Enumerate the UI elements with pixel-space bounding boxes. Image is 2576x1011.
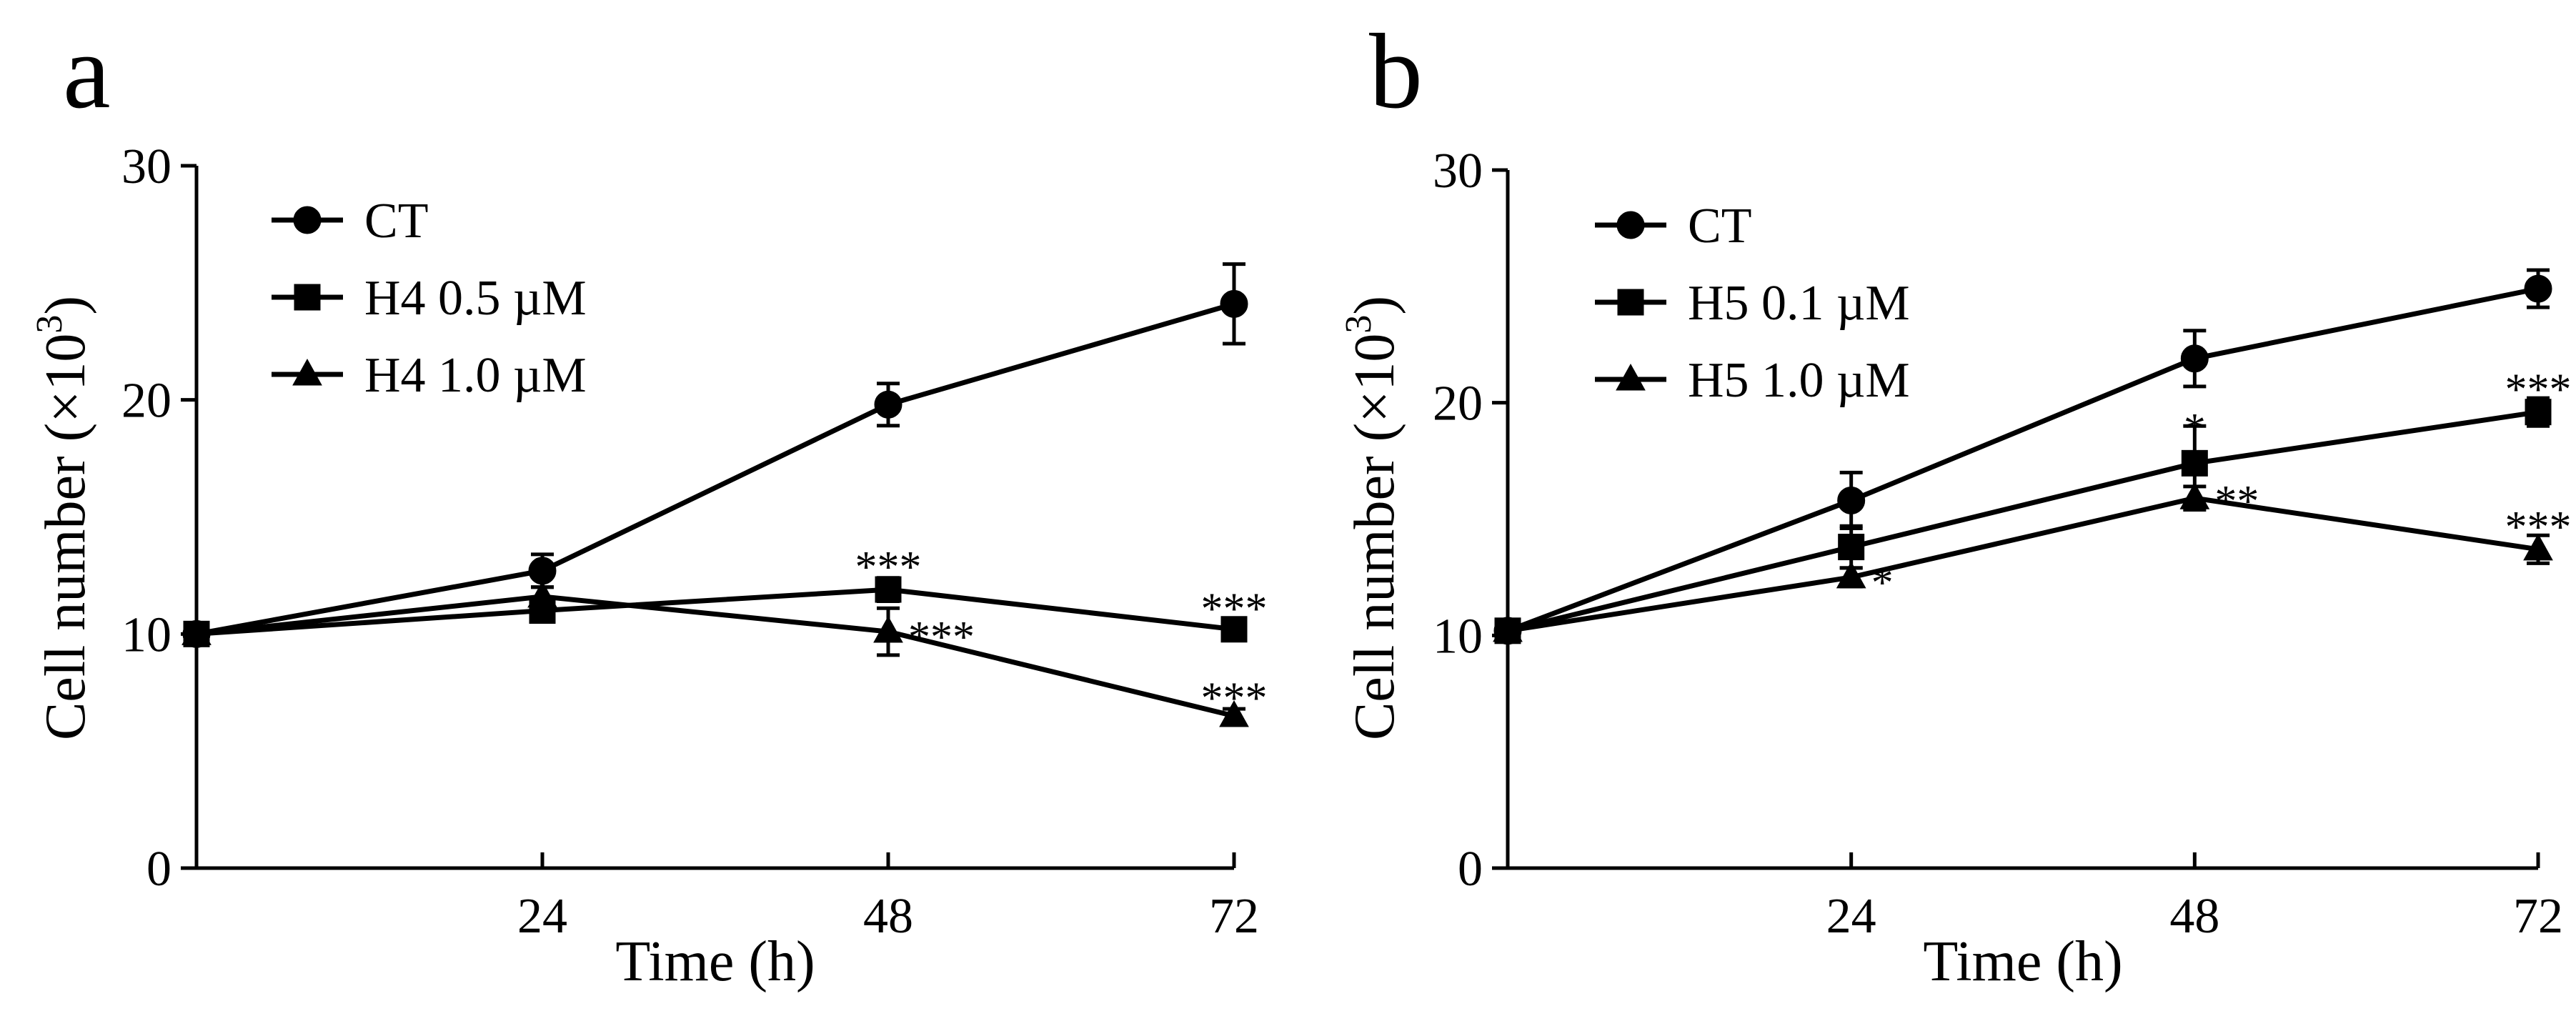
plot-area: ********** bbox=[1493, 268, 2572, 645]
legend-marker bbox=[1616, 211, 1645, 239]
y-tick-label: 10 bbox=[1433, 609, 1483, 664]
y-tick-label: 30 bbox=[121, 139, 171, 194]
x-tick-label: 48 bbox=[863, 889, 913, 944]
y-tick-label: 20 bbox=[121, 374, 171, 429]
legend-item-h5-1-0-um: H5 1.0 µM bbox=[1595, 353, 1910, 408]
x-axis-title: Time (h) bbox=[1923, 930, 2122, 993]
data-point bbox=[2524, 274, 2552, 303]
series-line bbox=[1507, 409, 2539, 634]
legend-marker bbox=[294, 284, 321, 311]
data-point bbox=[1836, 561, 1866, 589]
significance-label: ** bbox=[2214, 477, 2259, 526]
plot-area: *** *** *** *** bbox=[181, 262, 1268, 727]
x-axis: 24 48 72 bbox=[1508, 852, 2563, 944]
data-point bbox=[1493, 614, 1523, 642]
data-point bbox=[1837, 486, 1866, 514]
data-point bbox=[1838, 534, 1865, 561]
y-axis: 0 10 20 30 bbox=[1433, 144, 1510, 897]
x-axis-title: Time (h) bbox=[615, 930, 815, 993]
legend-item-ct: CT bbox=[272, 194, 428, 249]
significance-label: *** bbox=[1201, 585, 1268, 634]
significance-label: *** bbox=[2505, 366, 2572, 414]
data-point bbox=[875, 576, 902, 603]
legend-label: H5 1.0 µM bbox=[1688, 353, 1910, 408]
data-point bbox=[2180, 344, 2209, 373]
y-tick-label: 10 bbox=[121, 607, 171, 662]
x-tick-label: 24 bbox=[517, 889, 567, 944]
significance-label: * bbox=[1871, 559, 1894, 607]
x-tick-label: 24 bbox=[1826, 889, 1876, 944]
y-tick-label: 20 bbox=[1433, 377, 1483, 432]
legend-label: H4 0.5 µM bbox=[364, 271, 587, 326]
data-point bbox=[873, 616, 903, 643]
y-axis-title: Cell number (×103) bbox=[1338, 296, 1406, 740]
data-point bbox=[874, 390, 902, 419]
series-line bbox=[196, 587, 1235, 637]
series-line bbox=[1506, 286, 2539, 634]
data-point bbox=[2523, 533, 2553, 561]
panel-label: b bbox=[1369, 12, 1423, 131]
series-line bbox=[196, 301, 1235, 637]
legend-marker bbox=[1617, 289, 1644, 316]
legend-item-h4-1-0-um: H4 1.0 µM bbox=[272, 348, 587, 403]
data-point bbox=[1219, 699, 1249, 727]
series-h5-1-0-um bbox=[1493, 482, 2553, 642]
y-tick-label: 0 bbox=[1458, 842, 1483, 897]
data-point bbox=[2181, 449, 2208, 477]
data-point bbox=[1220, 616, 1248, 643]
legend-marker bbox=[1616, 363, 1646, 391]
panel-b: b 0 10 20 30 24 48 72 Cell number (×103) Time… bbox=[1338, 12, 2572, 993]
legend-marker bbox=[293, 206, 322, 234]
significance-label: *** bbox=[908, 613, 975, 662]
legend-label: H4 1.0 µM bbox=[364, 348, 587, 403]
series-h4-1-0-um bbox=[181, 580, 1249, 727]
legend: CT H5 0.1 µM H5 1.0 µM bbox=[1595, 199, 1910, 408]
series-ct bbox=[1493, 268, 2552, 645]
x-axis: 24 48 72 bbox=[197, 852, 1259, 944]
x-tick-label: 72 bbox=[2513, 889, 2563, 944]
legend: CT H4 0.5 µM H4 1.0 µM bbox=[272, 194, 587, 403]
legend-item-ct: CT bbox=[1595, 199, 1751, 254]
y-axis-title: Cell number (×103) bbox=[29, 296, 97, 740]
legend-item-h5-0-1-um: H5 0.1 µM bbox=[1595, 276, 1910, 331]
y-tick-label: 30 bbox=[1433, 144, 1483, 199]
data-point bbox=[528, 557, 557, 585]
data-point bbox=[2179, 482, 2210, 509]
data-point bbox=[527, 580, 557, 608]
legend-label: H5 0.1 µM bbox=[1688, 276, 1910, 331]
series-ct bbox=[182, 262, 1248, 648]
significance-label: *** bbox=[2505, 503, 2572, 552]
panel-label: a bbox=[63, 12, 111, 131]
data-point bbox=[1220, 289, 1248, 318]
y-axis: 0 10 20 30 bbox=[121, 139, 199, 897]
series-line bbox=[196, 594, 1235, 719]
legend-marker bbox=[292, 358, 322, 386]
significance-label: *** bbox=[1201, 674, 1268, 722]
significance-label: * bbox=[2184, 405, 2206, 454]
y-tick-label: 0 bbox=[146, 842, 171, 897]
x-tick-label: 72 bbox=[1209, 889, 1259, 944]
legend-label: CT bbox=[364, 194, 428, 249]
data-point bbox=[181, 618, 212, 645]
legend-item-h4-0-5-um: H4 0.5 µM bbox=[272, 271, 587, 326]
panel-a: a 0 10 20 30 24 48 72 Cell number (×103) Time… bbox=[29, 12, 1268, 993]
significance-label: *** bbox=[855, 543, 922, 592]
x-tick-label: 48 bbox=[2169, 889, 2219, 944]
legend-label: CT bbox=[1688, 199, 1751, 254]
series-line bbox=[1507, 495, 2539, 634]
data-point bbox=[2525, 399, 2552, 426]
